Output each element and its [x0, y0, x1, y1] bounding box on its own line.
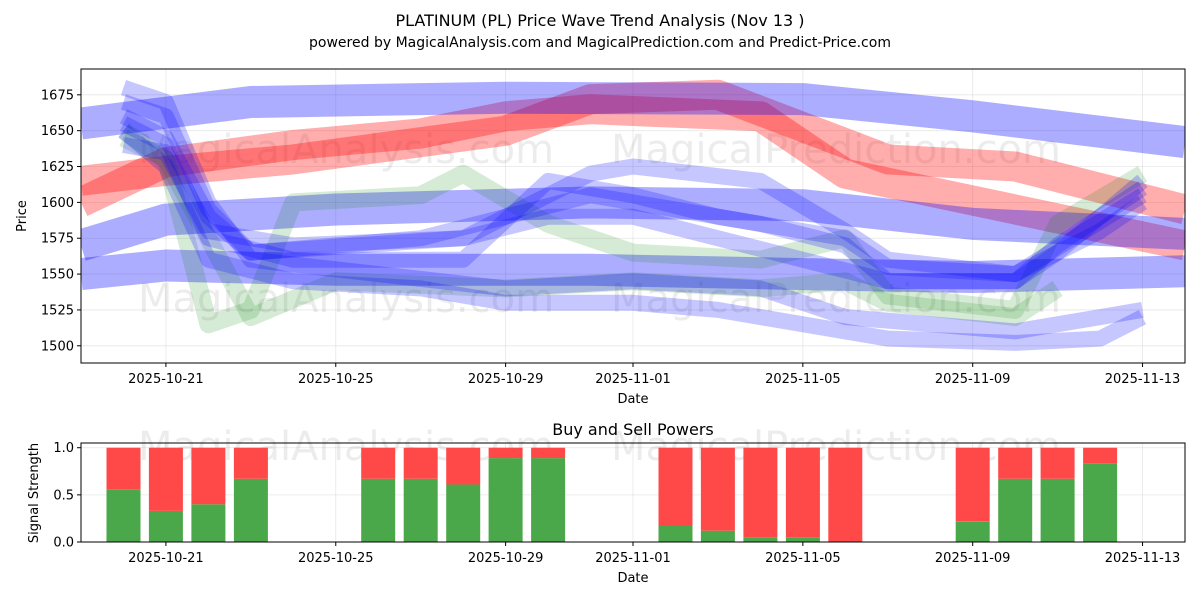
wave-blue-low	[81, 249, 1185, 293]
sell-bar	[488, 447, 523, 459]
price-y-ticks: 1500 1525 1550 1575 1600 1625 1650 1675	[41, 88, 81, 354]
sell-bar	[233, 447, 268, 479]
buy-sell-y-tick-label: 0.5	[53, 488, 74, 503]
price-y-tick-label: 1550	[41, 268, 74, 283]
sell-bar	[191, 447, 226, 505]
buy-bar	[700, 530, 735, 542]
buy-sell-x-tick-label: 2025-10-29	[468, 551, 544, 566]
watermark-prediction-top: MagicalPrediction.com	[611, 127, 1061, 173]
sell-bar	[446, 447, 481, 485]
buy-bar	[998, 478, 1033, 542]
buy-sell-x-ticks: 2025-10-21 2025-10-25 2025-10-29 2025-11-01…	[128, 542, 1180, 566]
wave-red-upper	[81, 79, 1185, 225]
wave-blue-thin-3	[118, 124, 1147, 351]
buy-bar	[446, 484, 481, 542]
chart-title: PLATINUM (PL) Price Wave Trend Analysis …	[395, 11, 804, 30]
price-x-tick-label: 2025-11-09	[935, 372, 1011, 387]
sell-bar	[658, 447, 693, 526]
sell-bar	[743, 447, 778, 538]
buy-bar	[531, 458, 566, 542]
wave-green-a	[118, 123, 1148, 334]
buy-sell-y-ticks: 0.0 0.5 1.0	[53, 441, 81, 551]
watermark-analysis-top: MagicalAnalysis.com	[138, 127, 554, 173]
wave-blue-thin-4	[120, 80, 1144, 340]
sell-bar	[700, 447, 735, 531]
price-wave-chart: MagicalAnalysis.com MagicalPrediction.co…	[15, 68, 1186, 407]
chart-subtitle: powered by MagicalAnalysis.com and Magic…	[309, 35, 891, 51]
sell-bar	[531, 447, 566, 459]
buy-bar	[233, 478, 268, 542]
price-x-tick-label: 2025-10-25	[298, 372, 374, 387]
buy-sell-x-tick-label: 2025-10-21	[128, 551, 204, 566]
buy-bar	[148, 510, 183, 542]
wave-green-b	[119, 129, 1063, 327]
wave-blue-top	[81, 81, 1185, 158]
price-gridlines	[81, 69, 1185, 363]
buy-bar	[1083, 463, 1118, 542]
price-y-tick-label: 1625	[41, 160, 74, 175]
buy-sell-x-tick-label: 2025-11-05	[765, 551, 841, 566]
buy-bar	[403, 478, 438, 542]
buy-sell-y-axis-label: Signal Strength	[27, 443, 42, 543]
wave-blue-mid	[81, 186, 1185, 261]
buy-bar	[743, 537, 778, 542]
price-x-tick-label: 2025-11-01	[595, 372, 671, 387]
price-y-tick-label: 1650	[41, 124, 74, 139]
sell-bar	[361, 447, 396, 479]
price-y-tick-label: 1500	[41, 339, 74, 354]
buy-bar	[785, 537, 820, 542]
watermark-prediction-mid: MagicalPrediction.com	[611, 276, 1061, 322]
buy-bar	[106, 489, 141, 542]
wave-red-lower	[81, 94, 1185, 261]
price-wave-series	[81, 79, 1185, 351]
buy-sell-x-tick-label: 2025-11-01	[595, 551, 671, 566]
sell-bar	[1083, 447, 1118, 464]
price-x-tick-label: 2025-10-29	[468, 372, 544, 387]
buy-bar	[361, 478, 396, 542]
price-y-tick-label: 1600	[41, 196, 74, 211]
price-y-tick-label: 1675	[41, 88, 74, 103]
buy-sell-x-tick-label: 2025-11-09	[935, 551, 1011, 566]
price-x-axis-label: Date	[617, 392, 648, 407]
price-y-axis-label: Price	[15, 200, 30, 232]
buy-bar	[191, 504, 226, 542]
wave-blue-thin-6	[122, 137, 1148, 290]
buy-sell-y-tick-label: 1.0	[53, 441, 74, 456]
sell-bar	[148, 447, 183, 511]
sell-bar	[998, 447, 1033, 479]
buy-bar	[488, 458, 523, 542]
sell-bar	[785, 447, 820, 538]
buy-sell-bars	[106, 447, 1118, 542]
wave-blue-thin-2	[119, 109, 1147, 283]
sell-bar	[828, 447, 863, 542]
sell-bar	[955, 447, 990, 522]
buy-bar	[658, 526, 693, 542]
price-y-tick-label: 1575	[41, 232, 74, 247]
price-plot-area	[81, 69, 1185, 363]
buy-sell-x-axis-label: Date	[617, 571, 648, 586]
watermark-analysis-mid: MagicalAnalysis.com	[138, 276, 554, 322]
price-x-ticks: 2025-10-21 2025-10-25 2025-10-29 2025-11-01…	[128, 363, 1180, 387]
wave-blue-thin-5	[120, 94, 1147, 283]
buy-sell-x-tick-label: 2025-11-13	[1105, 551, 1181, 566]
wave-blue-thin-1	[119, 116, 1147, 290]
price-watermarks: MagicalAnalysis.com MagicalPrediction.co…	[138, 127, 1061, 322]
price-y-tick-label: 1525	[41, 303, 74, 318]
sell-bar	[106, 447, 141, 490]
buy-sell-chart: Buy and Sell Powers MagicalAnalysis.com …	[27, 420, 1186, 586]
buy-sell-x-tick-label: 2025-10-25	[298, 551, 374, 566]
buy-bar	[955, 521, 990, 542]
price-x-tick-label: 2025-11-13	[1105, 372, 1181, 387]
sell-bar	[1040, 447, 1075, 479]
buy-sell-y-tick-label: 0.0	[53, 536, 74, 551]
buy-bar	[1040, 478, 1075, 542]
price-x-tick-label: 2025-11-05	[765, 372, 841, 387]
sell-bar	[403, 447, 438, 479]
price-x-tick-label: 2025-10-21	[128, 372, 204, 387]
buy-sell-title: Buy and Sell Powers	[552, 420, 714, 439]
